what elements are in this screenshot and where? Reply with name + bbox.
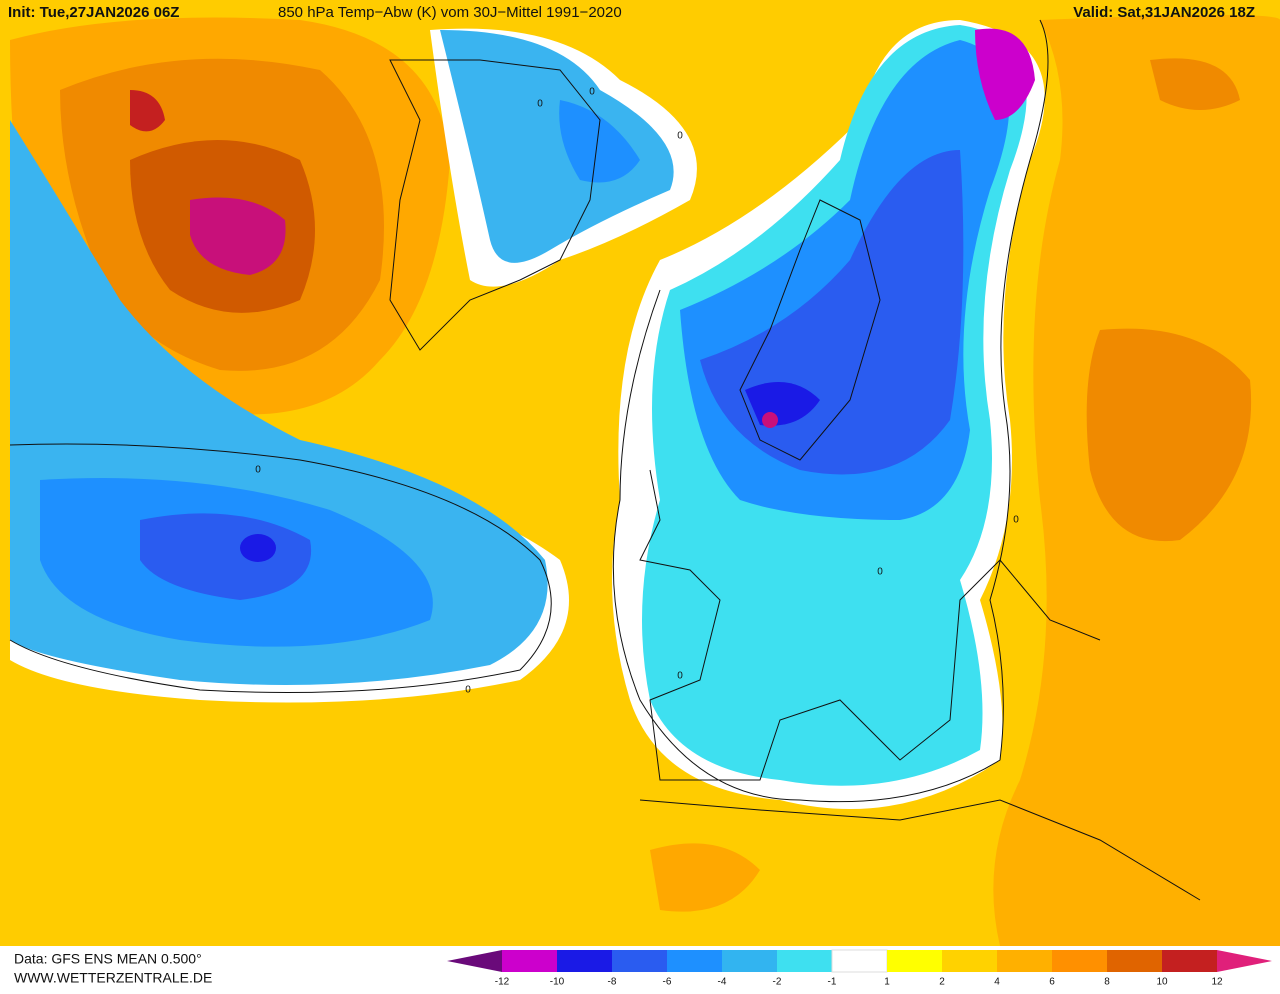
coastline	[389, 59, 601, 351]
contour-label: 0	[877, 567, 883, 578]
cold-core	[745, 382, 820, 426]
contour-label: 0	[677, 671, 683, 682]
colorbar-label: -10	[550, 977, 565, 988]
contour-label: 0	[677, 131, 683, 142]
colorbar-label: -6	[663, 977, 672, 988]
cold-core	[762, 412, 778, 428]
colorbar-bin	[831, 949, 888, 973]
coastline	[639, 469, 1101, 781]
colorbar-label: -1	[828, 977, 837, 988]
warm-core	[130, 90, 165, 132]
contour-label: 0	[465, 685, 471, 696]
colorbar-bin	[887, 950, 942, 972]
colorbar-bin	[997, 950, 1052, 972]
contour-line	[9, 443, 552, 693]
cold-region	[559, 100, 640, 183]
colorbar-label: -12	[495, 977, 510, 988]
colorbar-label: 2	[939, 977, 945, 988]
colorbar-bin	[1107, 950, 1162, 972]
data-source: Data: GFS ENS MEAN 0.500°	[14, 951, 202, 967]
coastline	[739, 199, 881, 461]
colorbar-bin	[722, 950, 777, 972]
colorbar-label: 1	[884, 977, 890, 988]
warm-region	[1086, 328, 1252, 542]
colorbar-label: -2	[773, 977, 782, 988]
contour-label: 0	[255, 465, 261, 476]
contour-label: 0	[589, 87, 595, 98]
colorbar-bin	[942, 950, 997, 972]
colorbar-label: -8	[608, 977, 617, 988]
colorbar-label: 4	[994, 977, 1000, 988]
colorbar-bin	[557, 950, 612, 972]
map	[0, 0, 1280, 946]
coastline	[639, 799, 1201, 901]
map-title: 850 hPa Temp−Abw (K) vom 30J−Mittel 1991…	[278, 4, 622, 21]
contour-label: 0	[1013, 515, 1019, 526]
colorbar: -12 -10 -8 -6 -4 -2 -1 1 2 4 6 8 10 12	[447, 949, 1272, 988]
contour-line	[612, 19, 1049, 803]
cold-core	[975, 28, 1035, 121]
colorbar-bin	[502, 950, 557, 972]
colorbar-bin	[1052, 950, 1107, 972]
contour-label: 0	[537, 99, 543, 110]
cold-region	[440, 30, 674, 263]
colorbar-label: 8	[1104, 977, 1110, 988]
colorbar-arrow	[447, 950, 502, 972]
cold-core	[240, 534, 276, 562]
warm-region	[1150, 58, 1240, 110]
colorbar-arrow	[1217, 950, 1272, 972]
colorbar-bin	[667, 950, 722, 972]
colorbar-label: 10	[1156, 977, 1168, 988]
colorbar-label: 6	[1049, 977, 1055, 988]
colorbar-label: 12	[1211, 977, 1223, 988]
colorbar-bin	[1162, 950, 1217, 972]
valid-time: Valid: Sat,31JAN2026 18Z	[1073, 4, 1255, 21]
init-time: Init: Tue,27JAN2026 06Z	[8, 4, 179, 21]
cold-region	[140, 513, 312, 600]
warm-region	[650, 843, 760, 912]
colorbar-bin	[777, 950, 832, 972]
colorbar-bin	[612, 950, 667, 972]
website: WWW.WETTERZENTRALE.DE	[14, 970, 212, 986]
warm-core	[190, 197, 286, 275]
colorbar-label: -4	[718, 977, 727, 988]
contour-labels: 0 0 0 0 0 0 0 0	[255, 87, 1019, 696]
